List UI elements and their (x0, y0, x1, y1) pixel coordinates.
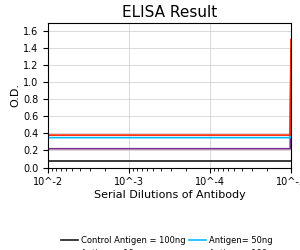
Line: Antigen= 50ng: Antigen= 50ng (48, 50, 291, 138)
Legend: Control Antigen = 100ng, Antigen= 10ng, Antigen= 50ng, Antigen= 100ng: Control Antigen = 100ng, Antigen= 10ng, … (58, 232, 281, 250)
Antigen= 50ng (251, 136, 255, 139)
Antigen= 100ng (195, 134, 199, 136)
Control Antigen = 100ng (195, 159, 199, 162)
Antigen= 50ng (190, 136, 194, 139)
Control Antigen = 100ng (266, 159, 270, 162)
Antigen= 50ng (289, 48, 293, 51)
Control Antigen = 100ng (289, 159, 293, 162)
Control Antigen = 100ng (47, 159, 51, 162)
Line: Antigen= 100ng: Antigen= 100ng (48, 40, 291, 135)
Antigen= 100ng (191, 134, 194, 136)
Antigen= 10ng (266, 147, 270, 150)
Antigen= 100ng (47, 134, 51, 136)
Antigen= 50ng (46, 136, 50, 139)
Antigen= 100ng (46, 134, 50, 136)
Y-axis label: O.D.: O.D. (10, 83, 20, 107)
Antigen= 50ng (191, 136, 194, 139)
Title: ELISA Result: ELISA Result (122, 5, 217, 20)
Antigen= 50ng (266, 136, 270, 139)
Antigen= 100ng (251, 134, 255, 136)
Antigen= 50ng (47, 136, 51, 139)
Antigen= 100ng (190, 134, 194, 136)
Antigen= 100ng (289, 38, 293, 41)
Antigen= 10ng (289, 62, 293, 65)
Control Antigen = 100ng (191, 159, 194, 162)
Control Antigen = 100ng (46, 159, 50, 162)
X-axis label: Serial Dilutions of Antibody: Serial Dilutions of Antibody (94, 190, 245, 200)
Antigen= 10ng (190, 147, 194, 150)
Antigen= 10ng (251, 147, 255, 150)
Control Antigen = 100ng (251, 159, 255, 162)
Antigen= 100ng (266, 134, 270, 136)
Antigen= 10ng (46, 147, 50, 150)
Antigen= 50ng (195, 136, 199, 139)
Antigen= 10ng (47, 147, 51, 150)
Antigen= 10ng (191, 147, 194, 150)
Antigen= 10ng (195, 147, 199, 150)
Control Antigen = 100ng (190, 159, 194, 162)
Line: Antigen= 10ng: Antigen= 10ng (48, 64, 291, 149)
